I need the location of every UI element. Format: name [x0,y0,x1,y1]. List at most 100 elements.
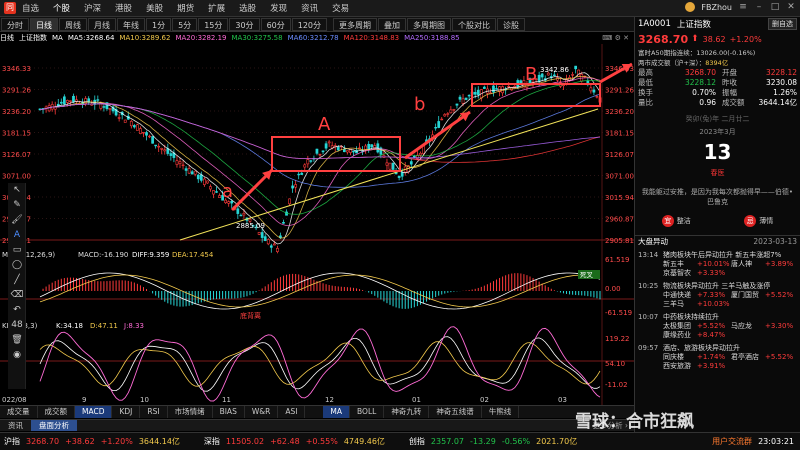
news-item[interactable]: 13:14 猪肉板块午后异动拉升 新五丰涨超7% 新五丰 +10.01% 唐人神 +3.8… [635,250,800,278]
period-tab[interactable]: 周线 [59,17,87,31]
pen-tool-icon[interactable]: ✎ [13,200,21,210]
news-stock-name[interactable]: 太极集团 [663,322,691,330]
menu-item[interactable]: 自选 [22,4,40,14]
indicator-tab[interactable]: 神奇五线谱 [429,406,482,418]
cursor-tool-icon[interactable]: ↖ [13,185,21,195]
arrow-a[interactable] [230,168,274,212]
indicator-tab[interactable]: KDJ [112,406,141,418]
menu-icon[interactable]: ≡ [739,2,747,12]
remove-favorite-button[interactable]: 删自选 [768,18,797,30]
ji-item: 忌薄情 [744,215,773,227]
news-stock-name[interactable]: 君亭酒店 [731,353,759,361]
period-tab[interactable]: 60分 [260,17,291,31]
text-tool-icon[interactable]: A [13,230,21,240]
news-stock-pct: +3.91% [697,362,726,370]
indicator-tab[interactable]: MACD [75,406,113,418]
support-trendline[interactable] [179,108,599,241]
menu-item[interactable]: 扩展 [208,4,226,14]
news-stock-name[interactable]: 三羊马 [663,300,684,308]
last-price: 3268.70 [638,32,689,46]
arrow-up[interactable] [599,62,633,84]
news-stock-name[interactable]: 康缘药业 [663,331,691,339]
menu-item[interactable]: 美股 [146,4,164,14]
period-tab[interactable]: 日线 [30,17,58,31]
news-stock-pct: +8.47% [697,331,726,339]
news-date: 2023-03-13 [753,237,797,246]
username[interactable]: FBZhou [701,2,732,12]
news-stock-name[interactable]: 京基智农 [663,269,691,277]
period-tab[interactable]: 个股对比 [452,17,497,31]
period-tab[interactable]: 30分 [229,17,260,31]
ellipse-tool-icon[interactable]: ◯ [11,260,23,270]
index-ticker-item[interactable]: 沪指 3268.70 +38.62 +1.20% 3644.14亿 [4,436,186,447]
line-tool-icon[interactable]: ╱ [14,275,20,285]
kline-chart[interactable]: a Ab B 2885.09 3342.86 3346.33 3346.33 3291.26… [0,44,634,405]
news-item[interactable]: 10:07 中药板块持续拉升 太极集团 +5.52% 马应龙 +3.30% 康缘药业 +8.4… [635,312,800,340]
trash-tool-icon[interactable]: 🗑 [11,335,23,345]
period-tab[interactable]: 多周期图 [407,17,452,31]
menu-item[interactable]: 个股 [53,4,71,14]
indicator-tab[interactable]: BIAS [213,406,245,418]
bottom-tab[interactable]: 资讯 [8,421,23,430]
period-tab[interactable]: 5分 [172,17,198,31]
box-B[interactable] [471,83,601,107]
period-tab[interactable]: 更多周期 [333,17,378,31]
indicator-tab[interactable]: BOLL [350,406,385,418]
menu-item[interactable]: 选股 [239,4,257,14]
news-stock-name[interactable]: 新五丰 [663,260,684,268]
indicator-tab[interactable]: RSI [140,406,168,418]
period-tab[interactable]: 年线 [117,17,145,31]
indicator-tab[interactable]: ASI [278,406,306,418]
index-ticker-item[interactable]: 深指 11505.02 +62.48 +0.55% 4749.46亿 [204,436,391,447]
period-tab[interactable]: 120分 [291,17,328,31]
candle-body [260,232,264,238]
period-tab[interactable]: 1分 [146,17,172,31]
maximize-icon[interactable]: □ [770,2,780,12]
period-tab[interactable]: 月线 [88,17,116,31]
bottom-tab[interactable]: 盘面分析 [31,420,77,431]
user-group-link[interactable]: 用户交流群 [712,437,753,446]
news-stock-name[interactable]: 厦门国贸 [731,291,759,299]
indicator-tab[interactable]: 牛熊线 [482,406,520,418]
candle-body [492,85,495,93]
indicator-tab[interactable]: 成交量 [0,406,38,418]
news-stock-name[interactable]: 马应龙 [731,322,752,330]
news-item[interactable]: 09:57 酒店、旅游板块异动拉升 同庆楼 +1.74% 君亭酒店 +5.52% 西安旅游 +… [635,343,800,371]
chart-settings-icons[interactable]: ⌨ ⚙ ✕ [602,34,629,42]
arrow-b[interactable] [404,110,471,160]
news-stock-name[interactable]: 唐人神 [731,260,752,268]
indicator-tab[interactable]: MA [323,406,351,418]
undo-tool-icon[interactable]: ↶ [13,305,21,315]
menu-item[interactable]: 期货 [177,4,195,14]
close-icon[interactable]: ✕ [787,2,795,12]
period-tab[interactable]: 15分 [198,17,229,31]
brush-tool-icon[interactable]: 🖌 [11,215,23,225]
menu-item[interactable]: 资讯 [301,4,319,14]
menu-item[interactable]: 交易 [332,4,350,14]
indicator-tab[interactable]: 成交额 [38,406,75,418]
minimize-icon[interactable]: – [756,2,762,12]
indicator-tab[interactable]: 市场情绪 [168,406,213,418]
box-A[interactable] [271,136,401,172]
eye-tool-icon[interactable]: ◉ [13,350,21,360]
indicator-tab[interactable]: 神奇九转 [384,406,430,418]
menu-item[interactable]: 沪深 [84,4,102,14]
period-tab[interactable]: 分时 [1,17,29,31]
news-stock-name[interactable]: 中通快递 [663,291,691,299]
menu-item[interactable]: 发现 [270,4,288,14]
period-tab[interactable]: 诊股 [497,17,526,31]
news-stock-name[interactable]: 同庆楼 [663,353,684,361]
indicator-tab[interactable]: W&R [245,406,279,418]
index-change: +62.48 [270,437,300,446]
news-stock-name[interactable]: 西安旅游 [663,362,691,370]
news-item[interactable]: 10:25 物流板块异动拉升 三羊马触及涨停 中通快递 +7.33% 厦门国贸 +5.52… [635,281,800,309]
count-tool-icon[interactable]: 48 [8,318,26,333]
candle-body [419,152,422,156]
index-ticker-item[interactable]: 创指 2357.07 -13.29 -0.56% 2021.70亿 [409,436,583,447]
menu-item[interactable]: 港股 [115,4,133,14]
eraser-tool-icon[interactable]: ⌫ [10,290,24,300]
period-tab[interactable]: 叠加 [378,17,407,31]
more-analysis-link[interactable]: 更多分析 › [592,421,628,430]
rect-tool-icon[interactable]: ▭ [12,245,22,255]
user-avatar[interactable] [685,2,696,12]
